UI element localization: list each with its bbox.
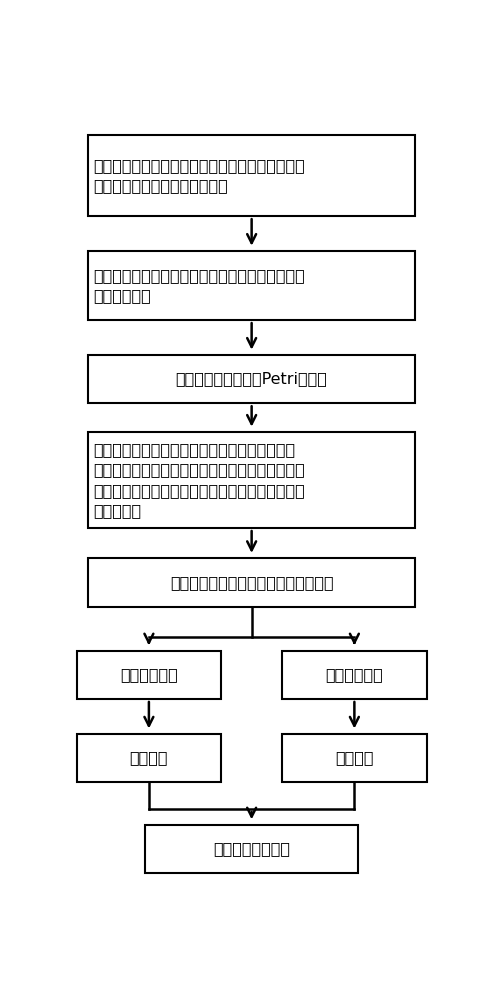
Bar — [88, 558, 415, 607]
Text: 整理故障发生的事件、条件、以及对应方案各自库
所成立的命题: 整理故障发生的事件、条件、以及对应方案各自库 所成立的命题 — [94, 268, 305, 303]
Text: 获得各库所的立即可达集合、可达集合: 获得各库所的立即可达集合、可达集合 — [170, 575, 333, 590]
Text: 根据诊断对象事件设定库所置信度值、变迁的阈
值、变迁规则置信度、根据变迁正向激发统计变迁
激发次数计算变迁激发频率、再根据逆向激发计算
逆向激发值: 根据诊断对象事件设定库所置信度值、变迁的阈 值、变迁规则置信度、根据变迁正向激发… — [94, 442, 305, 518]
Text: 收集诊断对象的故障原因为起始库所，故障位置中
间库所、故障发生现象目标库所: 收集诊断对象的故障原因为起始库所，故障位置中 间库所、故障发生现象目标库所 — [94, 158, 305, 194]
Bar — [88, 355, 415, 403]
Bar — [77, 734, 221, 782]
Bar — [88, 135, 415, 216]
Text: 建立诊断对象的模糊Petri网模型: 建立诊断对象的模糊Petri网模型 — [176, 372, 327, 387]
Bar — [88, 251, 415, 320]
Bar — [88, 432, 415, 528]
Bar — [145, 825, 358, 873]
Bar — [282, 651, 427, 699]
Text: 已知故障现象: 已知故障现象 — [120, 667, 178, 682]
Bar — [77, 651, 221, 699]
Bar — [282, 734, 427, 782]
Text: 已知故障原因: 已知故障原因 — [326, 667, 383, 682]
Text: 得到故障诊断结果: 得到故障诊断结果 — [213, 841, 290, 856]
Text: 正向激发: 正向激发 — [335, 750, 374, 765]
Text: 逆向推理: 逆向推理 — [130, 750, 168, 765]
